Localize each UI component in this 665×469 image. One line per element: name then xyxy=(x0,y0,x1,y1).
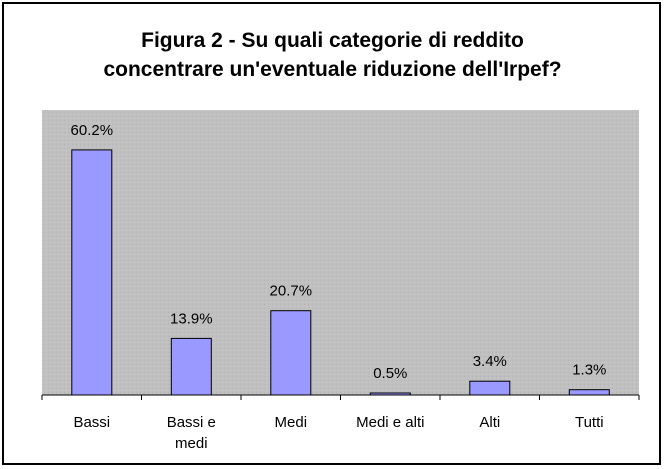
x-tick-label-5: Alti xyxy=(479,414,500,431)
bar-3 xyxy=(270,310,312,396)
data-label-4: 0.5% xyxy=(373,365,407,382)
bar-1 xyxy=(71,149,113,396)
x-tick-label-1: Bassi xyxy=(73,414,110,431)
data-label-5: 3.4% xyxy=(473,353,507,370)
chart-title-line-1: Figura 2 - Su quali categorie di reddito xyxy=(141,29,524,52)
data-label-2: 13.9% xyxy=(170,310,213,327)
bar-5 xyxy=(469,380,511,396)
x-tick-label-4: Medi e alti xyxy=(356,414,424,431)
bar-2 xyxy=(170,337,212,396)
bar-6 xyxy=(568,389,610,396)
data-label-6: 1.3% xyxy=(572,362,606,379)
x-tick-label-2: Bassi e medi xyxy=(167,414,216,452)
x-tick-label-6: Tutti xyxy=(575,414,604,431)
plot-area xyxy=(42,110,639,395)
x-tick-label-3: Medi xyxy=(275,414,308,431)
chart-title-line-2: concentrare un'eventuale riduzione dell'… xyxy=(103,58,562,81)
data-label-1: 60.2% xyxy=(71,122,114,139)
data-label-3: 20.7% xyxy=(270,283,313,300)
